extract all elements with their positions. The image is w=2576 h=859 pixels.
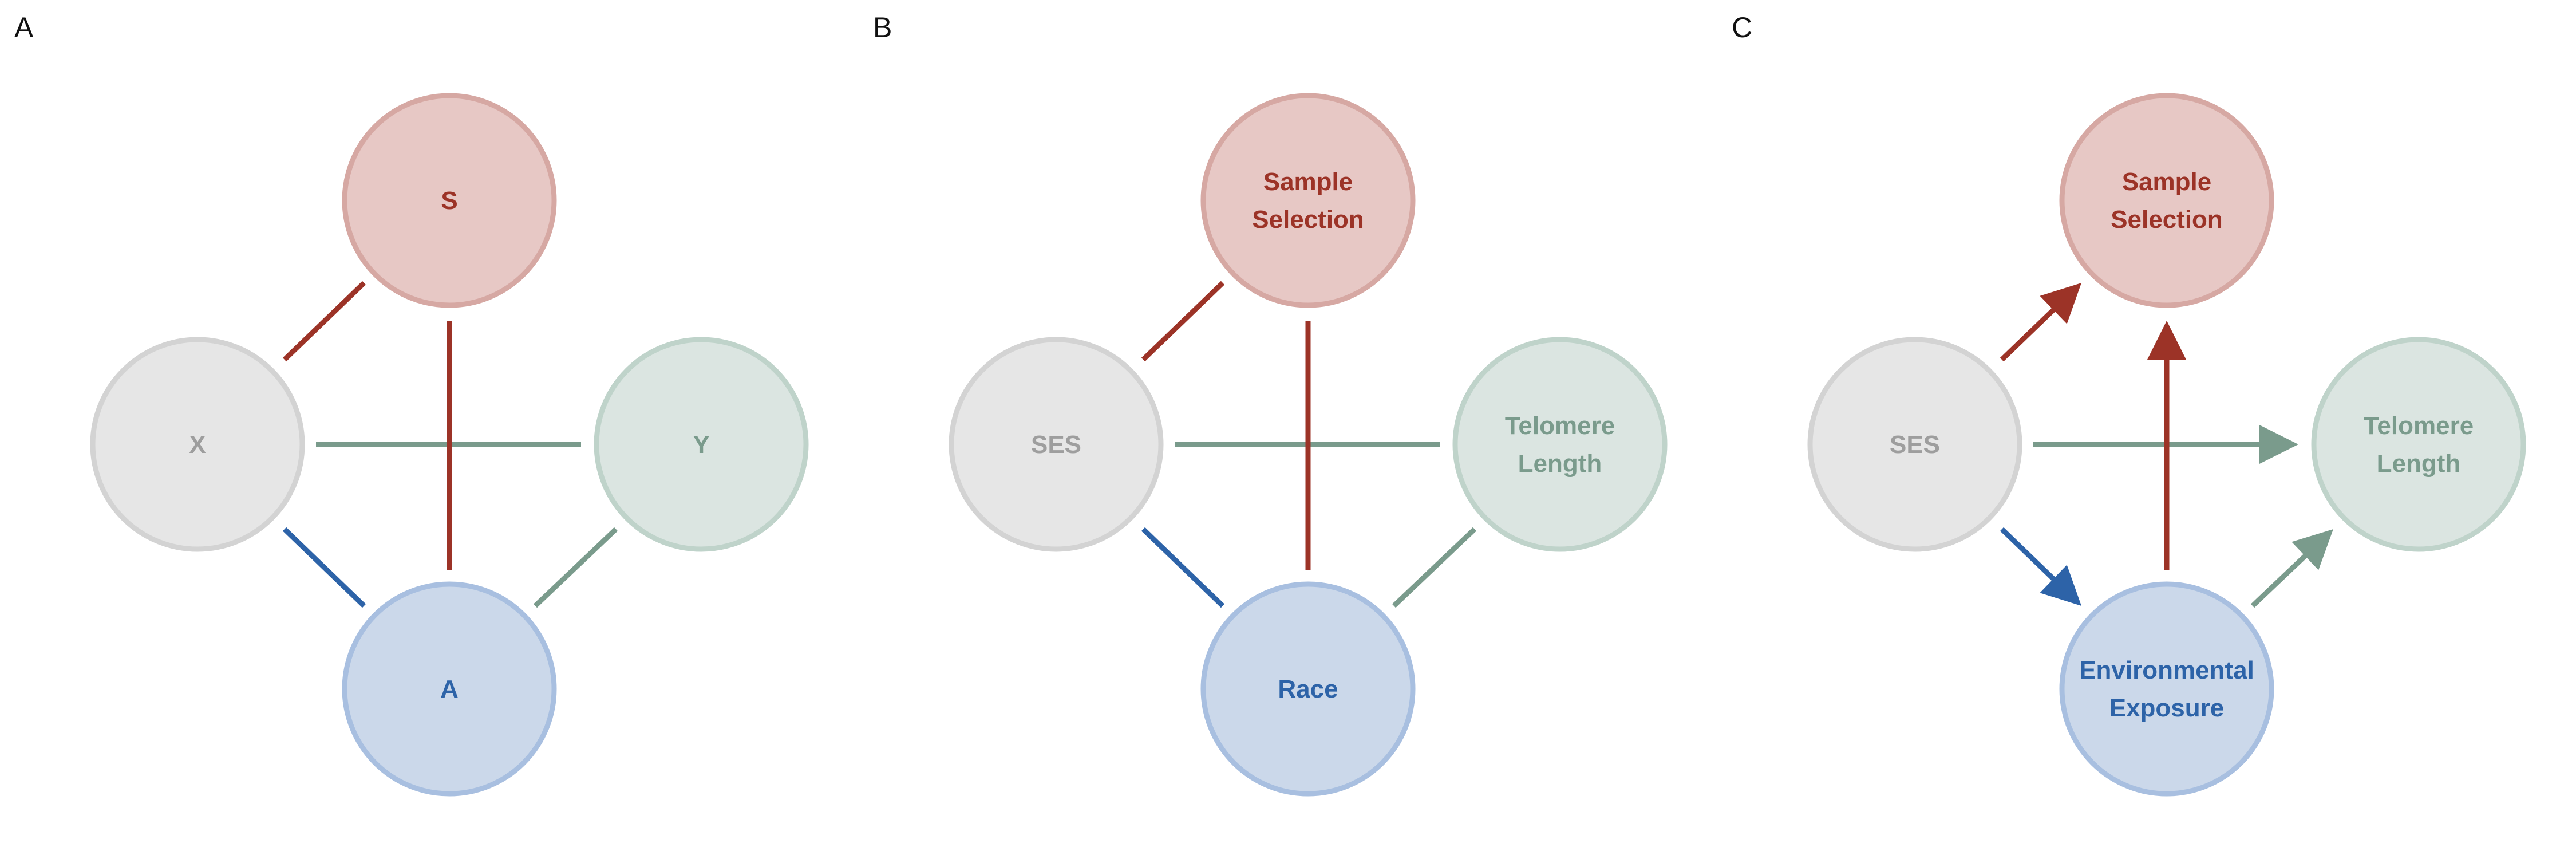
node-top: Sample Selection	[1200, 93, 1416, 308]
panel-label: B	[873, 11, 892, 44]
node-label: X	[189, 431, 206, 459]
node-bottom: A	[342, 581, 557, 797]
node-circle	[90, 337, 305, 552]
edge-left-bottom	[2000, 527, 2059, 584]
node-label: Selection	[1252, 206, 1364, 234]
node-circle	[594, 337, 809, 552]
panel-label: A	[14, 11, 34, 44]
arrowhead-left-right	[2259, 425, 2298, 464]
node-circle	[342, 581, 557, 797]
node-circle	[342, 93, 557, 308]
panel-a: A S X Y A	[14, 11, 809, 797]
node-label: Environmental	[2079, 656, 2254, 684]
node-bottom: Environmental Exposure	[2059, 581, 2274, 797]
node-label: Selection	[2111, 206, 2223, 234]
arrowhead-left-bottom	[2040, 565, 2081, 606]
node-circle	[949, 337, 1164, 552]
arrowhead-bottom-top	[2147, 321, 2186, 360]
node-label: Race	[1278, 675, 1338, 703]
node-right: Telomere Length	[1452, 337, 1668, 552]
edge-left-top	[282, 281, 366, 362]
node-circle	[2059, 581, 2274, 797]
node-circle	[1807, 337, 2022, 552]
edge-left-bottom	[282, 527, 366, 608]
node-label: Sample	[1263, 168, 1353, 196]
node-circle	[1200, 93, 1416, 308]
node-label: Telomere	[1505, 412, 1615, 440]
node-circle	[1452, 337, 1668, 552]
node-label: Length	[2377, 450, 2461, 478]
edge-left-top	[1141, 281, 1225, 362]
node-circle	[2059, 93, 2274, 308]
node-label: Exposure	[2109, 694, 2225, 722]
arrowhead-bottom-right	[2291, 529, 2333, 570]
node-circle	[1200, 581, 1416, 797]
node-left: SES	[949, 337, 1164, 552]
node-top: Sample Selection	[2059, 93, 2274, 308]
node-label: Sample	[2122, 168, 2212, 196]
edge-left-bottom	[1141, 527, 1225, 608]
node-label: A	[440, 675, 459, 703]
node-label: Length	[1518, 450, 1602, 478]
node-label: Y	[693, 431, 709, 459]
node-circle	[2311, 337, 2526, 552]
arrowhead-left-top	[2040, 283, 2081, 324]
node-right: Y	[594, 337, 809, 552]
edge-bottom-right	[1392, 527, 1477, 608]
edge-bottom-right	[2250, 551, 2310, 608]
node-bottom: Race	[1200, 581, 1416, 797]
node-label: S	[441, 187, 457, 215]
node-label: Telomere	[2364, 412, 2474, 440]
node-label: SES	[1890, 431, 1940, 459]
node-left: X	[90, 337, 305, 552]
node-label: SES	[1031, 431, 1081, 459]
panel-label: C	[1732, 11, 1752, 44]
panel-b: B Sample Selection SES Telomere Length Race	[873, 11, 1668, 797]
edge-left-top	[2000, 305, 2059, 362]
node-right: Telomere Length	[2311, 337, 2526, 552]
edge-bottom-right	[533, 527, 618, 608]
node-top: S	[342, 93, 557, 308]
panel-c: C Sample Selection SES Telomere Length Environ…	[1732, 11, 2526, 797]
node-left: SES	[1807, 337, 2022, 552]
